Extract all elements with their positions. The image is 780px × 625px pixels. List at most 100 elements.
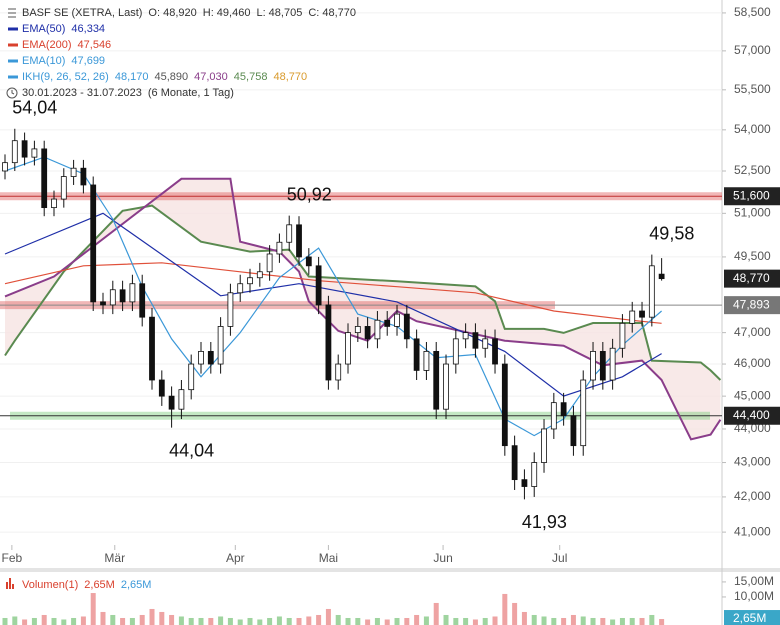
annotation: 41,93 (522, 512, 567, 532)
volume-bar (600, 617, 606, 625)
candle-body (168, 395, 175, 410)
annotation: 54,04 (12, 98, 57, 118)
legend-text: 2,65M (84, 579, 115, 591)
candle-body (531, 462, 538, 487)
y-tick-label: 43,000 (734, 455, 771, 469)
legend-line: EMA(200) 47,546 (22, 39, 111, 51)
candle-body (374, 319, 381, 340)
x-tick-label: Apr (226, 551, 245, 565)
legend-text: 30.01.2023 - 31.07.2023 (22, 87, 142, 99)
volume-bar (610, 619, 616, 625)
candle-body (276, 241, 283, 255)
candle-body (286, 224, 293, 243)
x-tick-label: Jul (552, 551, 567, 565)
volume-bar (237, 619, 243, 625)
candle-body (648, 265, 655, 318)
volume-bar (276, 616, 282, 625)
x-tick-label: Jun (433, 551, 452, 565)
candle-body (2, 162, 8, 172)
candle-body (423, 350, 430, 371)
volume-bar (100, 611, 106, 625)
volume-bar (306, 616, 312, 625)
candle-body (41, 148, 48, 209)
ichimoku-span-a (4, 204, 722, 381)
legend-swatch (8, 43, 18, 47)
volume-tick-label: 10,00M (734, 589, 774, 603)
y-tick-label: 57,000 (734, 43, 771, 57)
candle-body (325, 304, 332, 381)
volume-bar (110, 614, 116, 625)
candle-body (266, 253, 273, 273)
legend-text: 47,030 (194, 71, 228, 83)
volume-last-box (724, 610, 780, 625)
candle-body (443, 363, 449, 410)
candle-body (629, 310, 636, 324)
volume-bar (208, 617, 214, 625)
candle-body (227, 292, 234, 327)
candle-body (658, 273, 665, 280)
last-price-label: 48,770 (733, 271, 770, 285)
volume-bar (649, 614, 655, 625)
volume-icon (6, 578, 14, 589)
legend-text: L: 48,705 (256, 7, 302, 19)
legend-text: IKH(9, 26, 52, 26) (22, 71, 109, 83)
legend-text: 48,170 (115, 71, 149, 83)
candle-body (482, 338, 489, 349)
volume-bar (296, 617, 302, 625)
candle-body (188, 363, 195, 391)
candle-body (247, 277, 253, 285)
level-label-box (724, 296, 780, 315)
clock-hand (11, 90, 15, 95)
legend-text: (6 Monate, 1 Tag) (148, 87, 234, 99)
legend-swatch (8, 59, 18, 63)
legend-swatch (8, 27, 18, 31)
candle-body (492, 338, 498, 365)
volume-bar (31, 617, 37, 625)
volume-bar (257, 619, 263, 625)
legend-text: 2,65M (121, 579, 152, 591)
legend-line: IKH(9, 26, 52, 26) 48,170 45,890 47,030 45,7… (22, 71, 307, 83)
candle-body (541, 428, 547, 463)
volume-bar (502, 593, 508, 625)
candle-body (139, 283, 146, 318)
volume-bar (286, 617, 292, 625)
volume-bar (129, 617, 135, 625)
candle-body (158, 379, 165, 397)
candle-body (580, 379, 587, 447)
level-label: 44,400 (733, 408, 770, 422)
candle-body (129, 283, 136, 303)
candle-body (80, 167, 87, 186)
volume-bar (51, 617, 57, 625)
x-tick-label: Mai (319, 551, 338, 565)
y-tick-label: 46,000 (734, 356, 771, 370)
candle-body (256, 271, 263, 279)
volume-bar (2, 617, 8, 625)
legend-text: H: 49,460 (203, 7, 251, 19)
candle-body (296, 224, 302, 258)
candle-body (31, 148, 38, 158)
legend-line: EMA(50) 46,334 (22, 23, 105, 35)
volume-bar (374, 617, 380, 625)
volume-bar (178, 616, 184, 625)
volume-bar (227, 617, 233, 625)
volume-bar (561, 617, 567, 625)
annotation: 44,04 (169, 440, 214, 460)
candle-body (462, 332, 469, 340)
volume-bar (41, 614, 47, 625)
volume-bar (541, 616, 547, 625)
candle-body (354, 326, 361, 334)
volume-bar (90, 593, 96, 625)
legend-text: C: 48,770 (308, 7, 356, 19)
legend-text: EMA(10) (22, 55, 65, 67)
volume-bar (120, 617, 126, 625)
volume-bar (188, 617, 194, 625)
volume-bar (433, 602, 439, 625)
volume-bar (335, 614, 341, 625)
legend-line: 30.01.2023 - 31.07.2023 (6 Monate, 1 Tag) (22, 87, 234, 99)
volume-bar (531, 614, 537, 625)
annotation: 49,58 (649, 223, 694, 243)
candle-body (315, 265, 322, 306)
candle-body (639, 310, 645, 318)
collapse-icon (8, 8, 16, 18)
